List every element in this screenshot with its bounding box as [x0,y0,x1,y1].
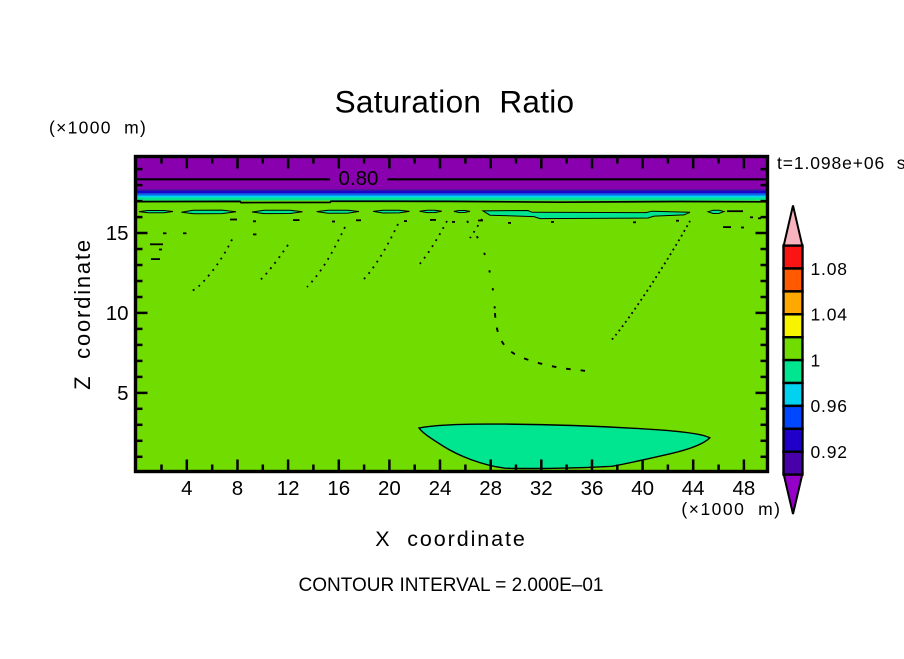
svg-text:15: 15 [106,222,129,245]
svg-text:CONTOUR INTERVAL = 2.000E–01: CONTOUR INTERVAL = 2.000E–01 [298,575,603,596]
svg-text:Z coordinate: Z coordinate [70,238,95,390]
svg-text:12: 12 [277,477,300,500]
svg-text:0.92: 0.92 [811,442,848,462]
svg-text:24: 24 [429,477,452,500]
svg-text:0.80: 0.80 [339,167,379,190]
svg-text:X coordinate: X coordinate [375,527,526,551]
svg-text:40: 40 [631,477,654,500]
svg-text:16: 16 [327,477,350,500]
svg-text:t=1.098e+06 s: t=1.098e+06 s [777,153,904,173]
svg-text:1.04: 1.04 [811,305,848,325]
svg-text:32: 32 [530,477,553,500]
svg-text:0.96: 0.96 [811,396,848,416]
svg-text:5: 5 [117,382,128,405]
svg-text:1.08: 1.08 [811,259,848,279]
svg-text:44: 44 [682,477,705,500]
svg-text:20: 20 [378,477,401,500]
svg-text:4: 4 [181,477,192,500]
svg-text:(×1000 m): (×1000 m) [681,499,781,519]
svg-text:8: 8 [232,477,243,500]
svg-text:28: 28 [479,477,502,500]
svg-text:1: 1 [811,350,822,370]
svg-text:10: 10 [106,302,129,325]
svg-text:36: 36 [581,477,604,500]
svg-text:(×1000 m): (×1000 m) [49,118,147,138]
svg-text:48: 48 [732,477,755,500]
svg-text:Saturation Ratio: Saturation Ratio [335,84,575,120]
